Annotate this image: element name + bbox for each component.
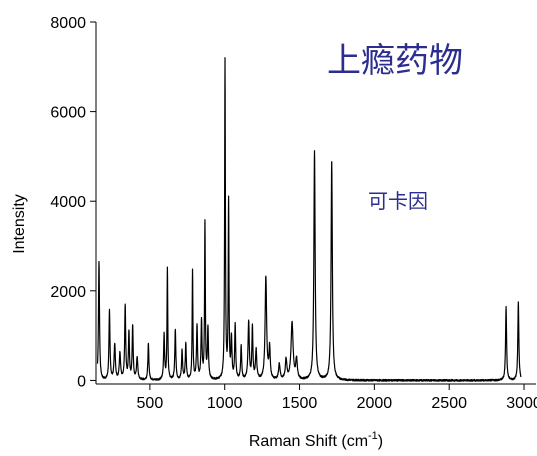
y-tick-label: 2000 bbox=[50, 284, 86, 301]
spectrum-peak-point bbox=[114, 343, 116, 346]
spectrum-peak-point bbox=[207, 328, 209, 330]
spectrum-peak-point bbox=[234, 326, 236, 328]
spectrum-peak-point bbox=[291, 322, 293, 324]
spectrum-peak-point bbox=[200, 321, 203, 323]
spectrum-peak-point bbox=[98, 261, 100, 263]
x-tick-label: 500 bbox=[137, 395, 164, 412]
x-axis-title-main: Raman Shift (cm bbox=[249, 433, 368, 450]
spectrum-peak-point bbox=[174, 330, 176, 332]
spectrum-peak-point bbox=[204, 223, 206, 225]
spectrum-peak-point bbox=[505, 305, 507, 308]
spectrum-peak-point bbox=[166, 267, 168, 270]
y-tick-label: 4000 bbox=[50, 194, 86, 211]
y-tick-label: 6000 bbox=[50, 105, 86, 122]
spectrum-peak-point bbox=[295, 359, 298, 361]
y-tick-label: 0 bbox=[77, 373, 86, 390]
spectrum-peak-point bbox=[285, 359, 287, 361]
annotation-title: 上瘾药物 bbox=[327, 41, 463, 81]
axes bbox=[95, 22, 536, 385]
spectrum-peak-point bbox=[136, 357, 138, 359]
spectrum-peak-point bbox=[181, 350, 183, 352]
spectrum-peak-point bbox=[128, 332, 130, 334]
spectrum-peak-point bbox=[230, 339, 233, 341]
x-tick-label: 1000 bbox=[207, 395, 243, 412]
spectrum-peak-point bbox=[108, 310, 111, 312]
spectrum-peak-point bbox=[265, 276, 267, 278]
spectrum-peak-point bbox=[278, 364, 280, 366]
x-tick-label: 3000 bbox=[506, 395, 537, 412]
spectrum-peak-point bbox=[224, 61, 226, 63]
series-layer bbox=[96, 57, 522, 382]
spectrum-peak-point bbox=[227, 202, 230, 205]
spectrum-peak-point bbox=[240, 346, 242, 348]
spectrum-peak-point bbox=[269, 348, 271, 350]
spectrum-peak-point bbox=[255, 350, 257, 352]
y-tick-label: 8000 bbox=[50, 15, 86, 32]
x-tick-label: 2000 bbox=[357, 395, 393, 412]
spectrum-peak-point bbox=[132, 326, 134, 328]
x-tick-label: 2500 bbox=[431, 395, 467, 412]
spectrum-peak-point bbox=[147, 343, 149, 346]
spectrum-peak-point bbox=[248, 321, 250, 323]
x-ticks: 500 1000 1500 2000 2500 3000 bbox=[137, 384, 537, 412]
spectrum-line bbox=[96, 57, 522, 382]
x-axis-title-suffix: ) bbox=[378, 433, 383, 450]
x-axis-title: Raman Shift (cm-1) bbox=[249, 430, 383, 450]
spectrum-peak-point bbox=[517, 301, 519, 303]
spectrum-peak-point bbox=[185, 343, 187, 346]
y-ticks: 0 2000 4000 6000 8000 bbox=[50, 15, 96, 390]
spectrum-peak-point bbox=[331, 162, 333, 164]
spectrum-peak-point bbox=[191, 270, 194, 272]
spectrum-peak-point bbox=[313, 151, 316, 153]
annotation-compound: 可卡因 bbox=[368, 189, 428, 213]
spectrum-peak-point bbox=[124, 305, 126, 308]
spectrum-peak-point bbox=[163, 335, 165, 337]
x-tick-label: 1500 bbox=[282, 395, 318, 412]
spectrum-peak-point bbox=[251, 328, 253, 330]
y-axis-title: Intensity bbox=[11, 194, 28, 254]
spectrum-peak-point bbox=[119, 352, 121, 355]
x-axis-title-superscript: -1 bbox=[368, 430, 378, 442]
spectrum-peak-point bbox=[196, 326, 198, 328]
